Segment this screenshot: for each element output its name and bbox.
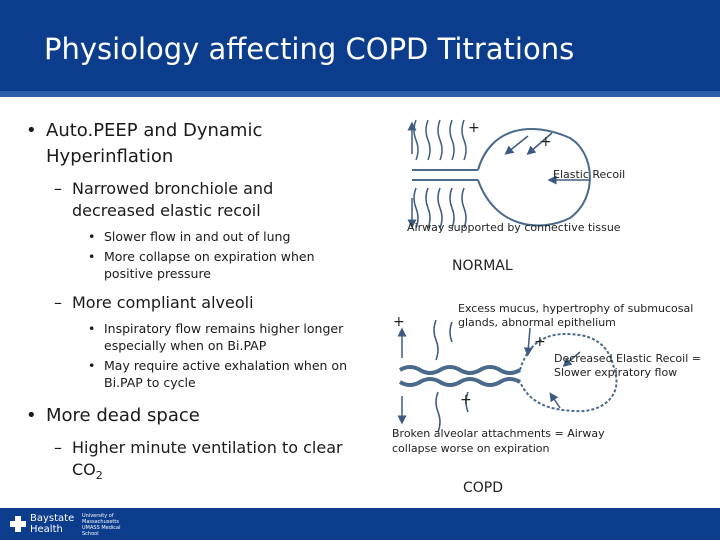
sub-bullet-minute-ventilation: Higher minute ventilation to clear CO2	[22, 437, 362, 487]
title-bar: Physiology affecting COPD Titrations	[0, 0, 720, 97]
excess-mucus-label: Excess mucus, hypertrophy of submucosal …	[458, 302, 694, 329]
bullet-list: Auto.PEEP and Dynamic Hyperinflation Nar…	[22, 118, 382, 493]
broken-attachments-label: Broken alveolar attachments = Airway col…	[392, 427, 605, 455]
airway-supported-label: Airway supported by connective tissue	[407, 221, 621, 234]
baystate-logo-text: Baystate Health	[30, 513, 74, 535]
plus-sign-copd-3: +	[460, 392, 472, 408]
logo-line2: Health	[30, 524, 63, 535]
baystate-logo: Baystate Health University of Massachuse…	[10, 512, 130, 537]
umass-logo-text: University of Massachusetts UMASS Medica…	[82, 513, 121, 537]
bullet-autopeep: Auto.PEEP and Dynamic Hyperinflation	[22, 118, 316, 170]
airway-diagram: + + Elastic Recoil Airway supported by c…	[380, 108, 720, 508]
footer-bar: Baystate Health University of Massachuse…	[0, 508, 720, 540]
plus-sign-normal-2: +	[540, 134, 552, 150]
normal-label: NORMAL	[452, 258, 513, 274]
sub-sub-bullet-more-collapse: More collapse on expiration when positiv…	[22, 248, 354, 282]
sub-sub-bullet-slower-flow: Slower flow in and out of lung	[22, 228, 354, 245]
airway-illustration	[397, 119, 618, 433]
sub-sub-bullet-inspiratory-flow: Inspiratory flow remains higher longer e…	[22, 320, 374, 354]
logo-line1: Baystate	[30, 513, 75, 524]
copd-label: COPD	[463, 480, 504, 496]
plus-sign-copd-2: +	[534, 334, 546, 350]
plus-sign-normal-1: +	[468, 120, 480, 136]
co2-subscript: 2	[95, 469, 103, 483]
decreased-recoil-label: Decreased Elastic Recoil = Slower expira…	[554, 352, 701, 379]
bullet-dead-space: More dead space	[22, 403, 382, 429]
sub-bullet-narrowed-bronchiole: Narrowed bronchiole and decreased elasti…	[22, 178, 302, 222]
normal-airway-drawing	[407, 119, 591, 229]
copd-airway-drawing	[397, 319, 618, 433]
slide-title: Physiology affecting COPD Titrations	[44, 32, 575, 66]
baystate-cross-icon	[10, 516, 26, 532]
sub-sub-bullet-active-exhalation: May require active exhalation when on Bi…	[22, 357, 374, 391]
plus-sign-copd-1: +	[393, 314, 405, 330]
minute-ventilation-text: Higher minute ventilation to clear CO	[72, 438, 343, 479]
sub-bullet-compliant-alveoli: More compliant alveoli	[22, 292, 382, 314]
elastic-recoil-label: Elastic Recoil	[553, 168, 626, 181]
